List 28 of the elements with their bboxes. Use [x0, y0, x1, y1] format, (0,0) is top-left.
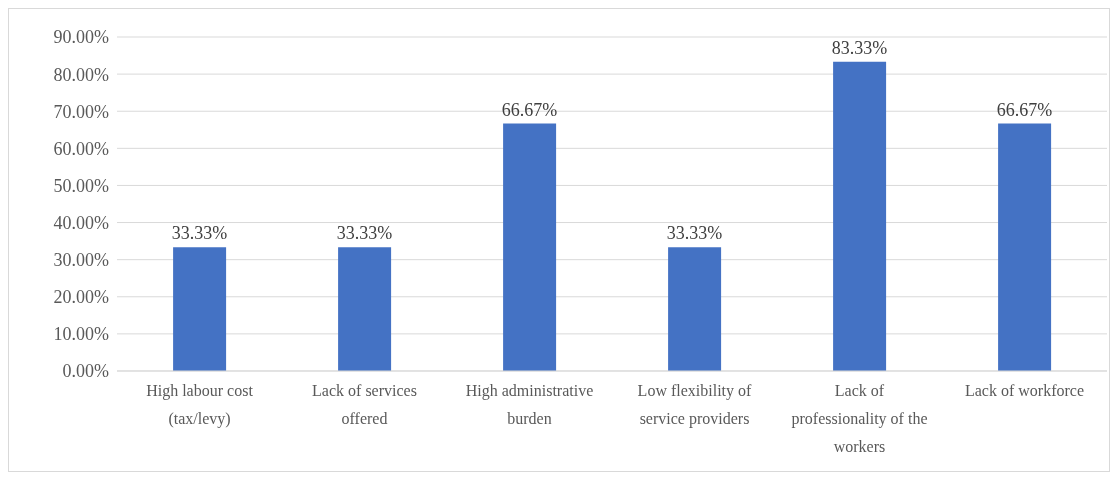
- x-tick-label: High administrative burden: [465, 382, 594, 428]
- y-tick-label: 90.00%: [53, 27, 109, 48]
- x-tick-label: Lack of services offered: [312, 382, 417, 428]
- bar: [833, 61, 887, 371]
- x-tick-label: Low flexibility of service providers: [637, 382, 753, 429]
- data-label: 83.33%: [831, 37, 888, 58]
- bar: [503, 123, 557, 371]
- bar: [173, 247, 227, 371]
- y-tick-label: 0.00%: [62, 361, 109, 382]
- y-tick-label: 80.00%: [53, 64, 109, 85]
- data-label: 66.67%: [996, 99, 1053, 120]
- y-tick-label: 40.00%: [53, 212, 109, 233]
- x-tick-label: Lack of workforce: [964, 382, 1085, 400]
- bar: [338, 247, 392, 371]
- data-label: 33.33%: [666, 223, 723, 244]
- y-tick-label: 70.00%: [53, 101, 109, 122]
- x-tick-label: Lack of professionality of the workers: [791, 382, 928, 456]
- x-tick-label: High labour cost (tax/levy): [146, 382, 254, 429]
- y-tick-label: 20.00%: [53, 287, 109, 308]
- y-tick-label: 30.00%: [53, 250, 109, 271]
- y-tick-label: 60.00%: [53, 138, 109, 159]
- y-tick-label: 50.00%: [53, 175, 109, 196]
- y-tick-label: 10.00%: [53, 324, 109, 345]
- data-label: 33.33%: [336, 223, 393, 244]
- bar: [998, 123, 1052, 371]
- data-label: 66.67%: [501, 99, 558, 120]
- data-label: 33.33%: [171, 223, 228, 244]
- bar: [668, 247, 722, 371]
